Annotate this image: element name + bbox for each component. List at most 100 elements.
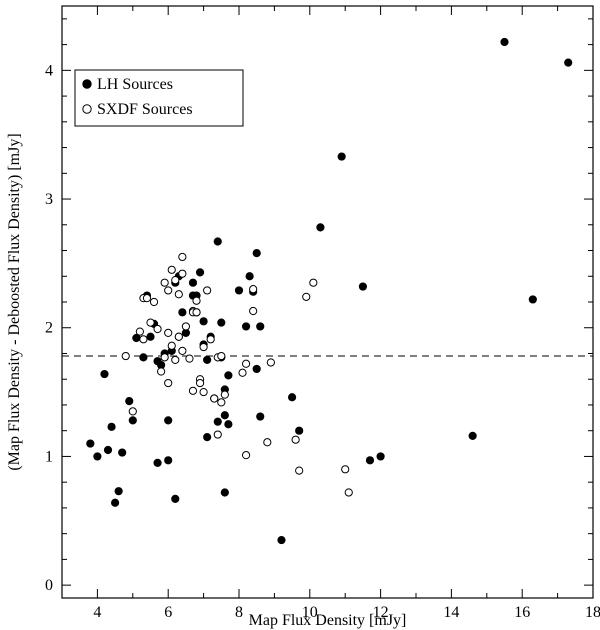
sxdf-source-point — [238, 368, 247, 377]
sxdf-source-point — [206, 335, 215, 344]
sxdf-source-point — [241, 359, 251, 368]
sxdf-source-point — [309, 278, 318, 287]
sxdf-source-point — [263, 438, 272, 447]
sxdf-source-point — [157, 367, 166, 376]
lh-source-point — [528, 295, 537, 304]
lh-source-point — [245, 272, 254, 281]
sxdf-source-point — [192, 296, 201, 305]
sxdf-source-point — [178, 252, 187, 262]
sxdf-source-point — [291, 435, 300, 444]
lh-source-point — [217, 318, 226, 327]
sxdf-source-point — [149, 297, 159, 307]
lh-source-point — [234, 286, 244, 295]
lh-source-point — [358, 282, 367, 291]
x-axis-title: Map Flux Density [mJy] — [249, 612, 407, 629]
sxdf-source-point — [167, 341, 176, 350]
sxdf-source-point — [174, 290, 183, 299]
sxdf-source-point — [295, 466, 304, 475]
sxdf-source-point — [160, 278, 169, 287]
lh-source-point — [376, 452, 385, 461]
y-tick-label: 2 — [45, 320, 53, 337]
lh-source-point — [100, 369, 109, 379]
lh-source-point — [188, 278, 198, 287]
lh-source-point — [178, 308, 187, 317]
lh-source-point — [203, 355, 212, 365]
lh-source-point — [241, 322, 251, 331]
y-tick-label: 1 — [45, 448, 53, 465]
sxdf-source-point — [195, 378, 205, 388]
legend-marker-lh-sources — [82, 79, 92, 89]
sxdf-source-point — [210, 394, 219, 403]
sxdf-source-point — [203, 286, 212, 295]
lh-source-point — [164, 456, 173, 465]
sxdf-source-point — [174, 332, 183, 341]
legend-box — [74, 69, 244, 127]
x-tick-label: 4 — [93, 604, 101, 621]
lh-source-point — [118, 448, 127, 457]
sxdf-source-point — [135, 327, 144, 336]
sxdf-source-point — [249, 285, 258, 294]
lh-source-point — [337, 152, 346, 161]
lh-source-point — [295, 426, 304, 435]
sxdf-source-point — [128, 407, 137, 416]
lh-source-point — [93, 452, 102, 461]
sxdf-source-point — [266, 358, 275, 367]
sxdf-source-point — [185, 354, 194, 363]
lh-source-point — [139, 353, 148, 362]
lh-source-point — [256, 322, 265, 331]
sxdf-source-point — [153, 324, 162, 334]
x-tick-label: 14 — [443, 604, 459, 621]
sxdf-source-point — [192, 308, 201, 317]
lh-source-point — [199, 317, 208, 326]
sxdf-source-point — [164, 328, 173, 337]
lh-source-point — [277, 535, 286, 545]
lh-source-point — [316, 223, 325, 232]
lh-source-point — [114, 487, 123, 496]
y-axis-title: (Map Flux Density - Deboosted Flux Densi… — [6, 133, 23, 470]
sxdf-source-point — [164, 286, 173, 295]
lh-source-point — [128, 416, 137, 425]
sxdf-source-point — [121, 351, 130, 361]
lh-source-point — [224, 420, 233, 429]
sxdf-source-point — [302, 292, 311, 301]
x-tick-label: 6 — [164, 604, 172, 621]
y-tick-label: 0 — [45, 577, 53, 594]
sxdf-source-point — [146, 318, 155, 327]
legend-label-lh-sources: LH Sources — [97, 76, 173, 93]
lh-source-point — [103, 445, 113, 455]
lh-source-point — [365, 456, 375, 465]
sxdf-source-point — [142, 294, 152, 303]
sxdf-source-point — [164, 378, 173, 388]
lh-source-point — [220, 488, 229, 497]
lh-source-point — [288, 393, 297, 402]
sxdf-source-point — [220, 390, 229, 399]
x-tick-label: 18 — [585, 604, 600, 621]
lh-source-point — [256, 412, 265, 421]
sxdf-source-point — [341, 465, 350, 474]
sxdf-source-point — [344, 488, 353, 497]
lh-source-point — [564, 58, 573, 67]
sxdf-source-point — [249, 306, 258, 316]
lh-source-point — [125, 396, 134, 406]
lh-source-point — [203, 433, 212, 442]
legend: LH Sources SXDF Sources — [74, 69, 244, 127]
sxdf-source-point — [199, 342, 208, 352]
sxdf-source-point — [188, 386, 198, 395]
x-tick-label: 16 — [514, 604, 530, 621]
sxdf-source-point — [178, 269, 187, 278]
x-tick-label: 8 — [235, 604, 243, 621]
sxdf-source-point — [167, 265, 176, 274]
lh-source-point — [252, 248, 261, 258]
lh-source-point — [213, 237, 222, 246]
lh-source-point — [252, 364, 261, 374]
lh-source-point — [146, 332, 155, 341]
lh-source-point — [213, 417, 222, 426]
sxdf-source-point — [171, 355, 180, 365]
sxdf-source-point — [199, 387, 208, 397]
lh-source-point — [111, 498, 120, 507]
lh-source-point — [171, 494, 180, 504]
lh-source-point — [195, 268, 205, 277]
y-tick-label: 4 — [45, 62, 53, 79]
sxdf-source-point — [213, 430, 222, 439]
